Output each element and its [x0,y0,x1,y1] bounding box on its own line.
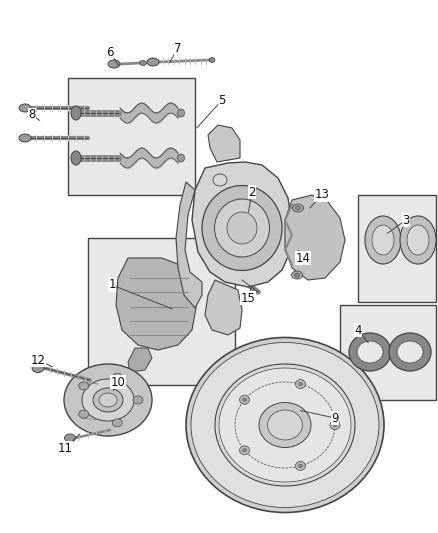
Text: 13: 13 [314,189,329,201]
Ellipse shape [330,421,340,430]
Polygon shape [205,280,242,335]
Ellipse shape [202,185,282,271]
Polygon shape [208,125,240,162]
Ellipse shape [243,398,247,401]
Polygon shape [285,195,345,280]
Ellipse shape [296,379,305,389]
Polygon shape [116,258,196,350]
Ellipse shape [400,216,436,264]
Ellipse shape [32,364,44,373]
Ellipse shape [227,212,257,244]
Polygon shape [192,162,292,287]
Ellipse shape [357,341,383,363]
Text: 1: 1 [108,279,116,292]
Text: 6: 6 [106,45,114,59]
Text: 12: 12 [31,353,46,367]
Ellipse shape [407,225,429,255]
Ellipse shape [296,206,300,210]
Ellipse shape [82,379,134,421]
Ellipse shape [372,225,394,255]
Ellipse shape [139,61,146,66]
Ellipse shape [99,393,117,407]
Ellipse shape [186,337,384,513]
Ellipse shape [177,154,184,162]
Ellipse shape [215,364,355,486]
Text: 15: 15 [240,292,255,304]
Ellipse shape [112,419,122,427]
Ellipse shape [191,343,379,507]
Text: 11: 11 [57,441,73,455]
Text: 9: 9 [331,411,339,424]
Bar [88,238,235,385]
Ellipse shape [333,423,337,427]
Ellipse shape [240,395,250,404]
Text: 2: 2 [248,185,256,198]
Ellipse shape [112,373,122,381]
Polygon shape [176,182,202,308]
Ellipse shape [397,341,423,363]
Text: 10: 10 [110,376,125,389]
Bar [68,78,195,195]
Ellipse shape [147,58,159,66]
Text: 14: 14 [296,252,311,264]
Ellipse shape [108,60,120,68]
Ellipse shape [292,271,303,279]
Text: 3: 3 [403,214,410,227]
Ellipse shape [79,410,89,418]
Ellipse shape [259,402,311,448]
Ellipse shape [365,216,401,264]
Ellipse shape [71,151,81,165]
Ellipse shape [133,396,143,404]
Ellipse shape [64,364,152,436]
Ellipse shape [177,109,184,117]
Text: 5: 5 [218,93,226,107]
Ellipse shape [93,388,123,412]
Ellipse shape [298,382,303,386]
Ellipse shape [71,106,81,120]
Ellipse shape [293,204,304,212]
Text: 7: 7 [174,42,182,54]
Ellipse shape [268,410,303,440]
Ellipse shape [19,104,31,112]
Ellipse shape [389,333,431,371]
Ellipse shape [296,462,305,471]
Ellipse shape [64,434,75,442]
Ellipse shape [294,273,300,277]
Text: 8: 8 [28,109,35,122]
Text: 4: 4 [354,324,362,336]
Ellipse shape [243,449,247,452]
Ellipse shape [213,174,227,186]
Ellipse shape [240,446,250,455]
Ellipse shape [79,382,89,390]
Polygon shape [128,348,152,372]
Ellipse shape [298,464,303,467]
Bar [358,195,436,302]
Bar [340,305,436,400]
Ellipse shape [209,58,215,62]
Ellipse shape [19,134,31,142]
Ellipse shape [349,333,391,371]
Ellipse shape [219,368,351,482]
Ellipse shape [215,199,269,257]
